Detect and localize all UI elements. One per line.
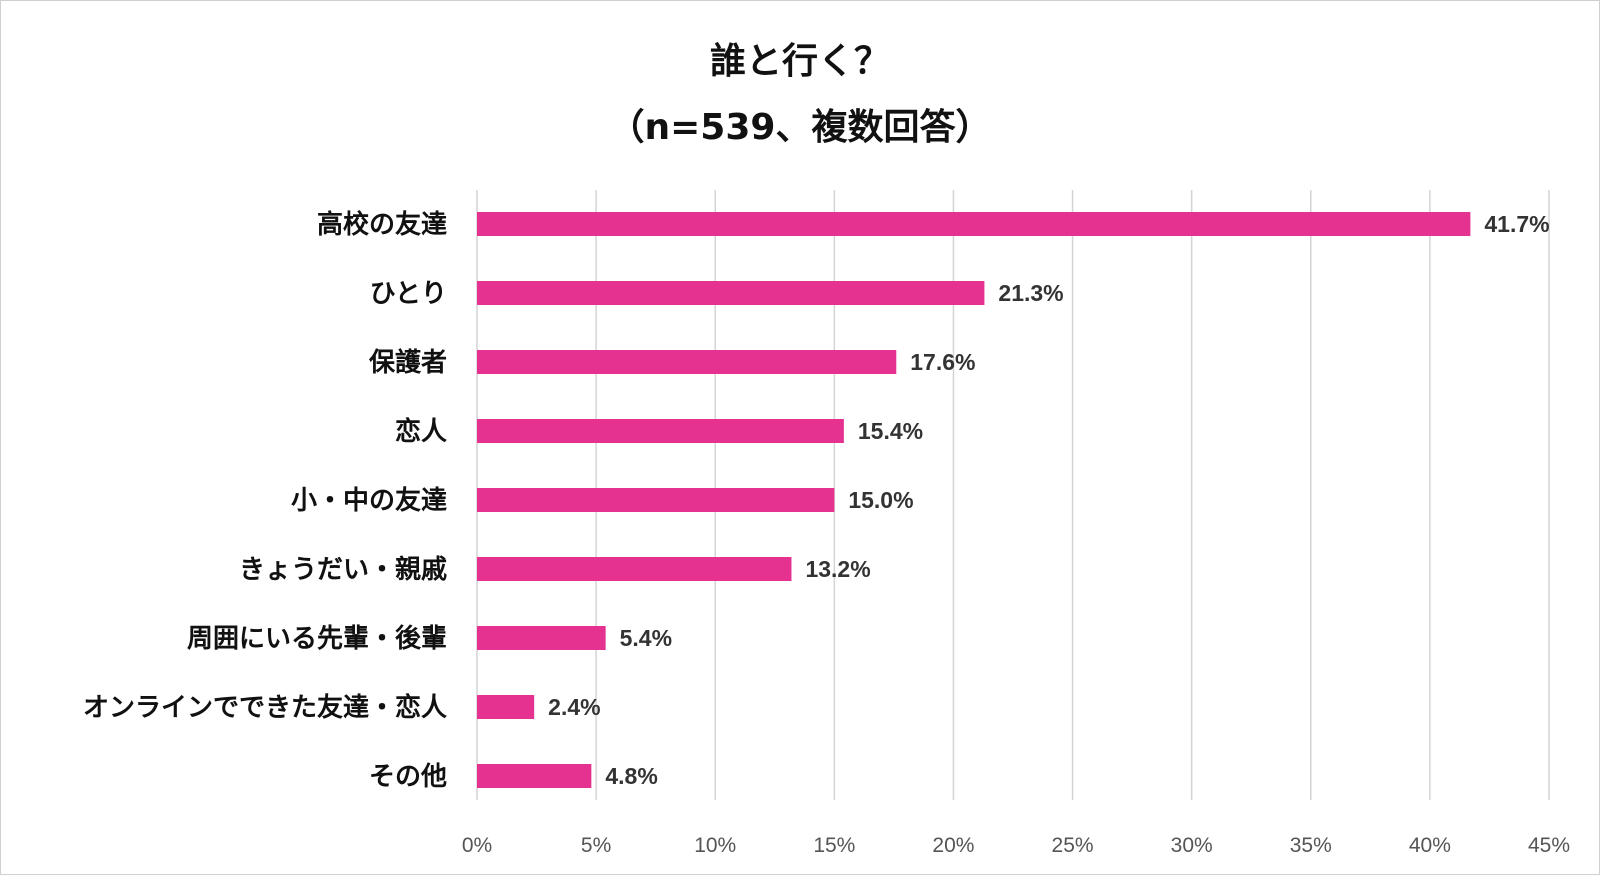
category-label: 高校の友達 — [317, 209, 447, 240]
data-label: 4.8% — [605, 763, 657, 789]
data-label: 5.4% — [620, 625, 672, 651]
chart-subtitle: （n=539、複数回答） — [608, 107, 992, 148]
x-tick-label: 0% — [462, 834, 492, 857]
x-tick-label: 15% — [813, 834, 855, 857]
x-tick-label: 40% — [1409, 834, 1451, 857]
category-label: 保護者 — [368, 347, 447, 378]
data-label: 17.6% — [910, 349, 975, 375]
bar — [477, 557, 792, 581]
category-label: 恋人 — [395, 416, 447, 447]
data-label: 41.7% — [1484, 211, 1549, 237]
bar — [477, 212, 1471, 236]
data-label: 15.0% — [848, 487, 913, 513]
bar — [477, 764, 592, 788]
x-tick-label: 35% — [1290, 834, 1332, 857]
bar — [477, 350, 897, 374]
x-tick-label: 25% — [1052, 834, 1094, 857]
labels: 0% 5% 10% 15% 20% 25% 30% 35% 40% 45% 高校の友達 41.7% ひと… — [83, 209, 1570, 857]
category-label: 小・中の友達 — [291, 486, 447, 516]
data-label: 2.4% — [548, 694, 600, 720]
data-label: 15.4% — [858, 418, 923, 444]
x-tick-label: 45% — [1528, 834, 1570, 857]
x-tick-label: 20% — [932, 834, 974, 857]
data-label: 21.3% — [998, 280, 1063, 306]
category-label: 周囲にいる先輩・後輩 — [187, 623, 447, 654]
bar — [477, 488, 835, 512]
bar — [477, 419, 844, 443]
chart-title: 誰と行く？ — [709, 41, 890, 82]
category-label: その他 — [369, 762, 447, 792]
x-tick-label: 10% — [694, 834, 736, 857]
x-tick-label: 5% — [581, 834, 611, 857]
data-label: 13.2% — [805, 556, 870, 582]
x-tick-label: 30% — [1171, 834, 1213, 857]
category-label: オンラインでできた友達・恋人 — [83, 692, 447, 723]
bar — [477, 281, 985, 305]
category-label: ひとり — [370, 279, 447, 309]
bars — [477, 212, 1471, 788]
category-label: きょうだい・親戚 — [239, 555, 447, 585]
bar — [477, 626, 606, 650]
bar — [477, 695, 535, 719]
